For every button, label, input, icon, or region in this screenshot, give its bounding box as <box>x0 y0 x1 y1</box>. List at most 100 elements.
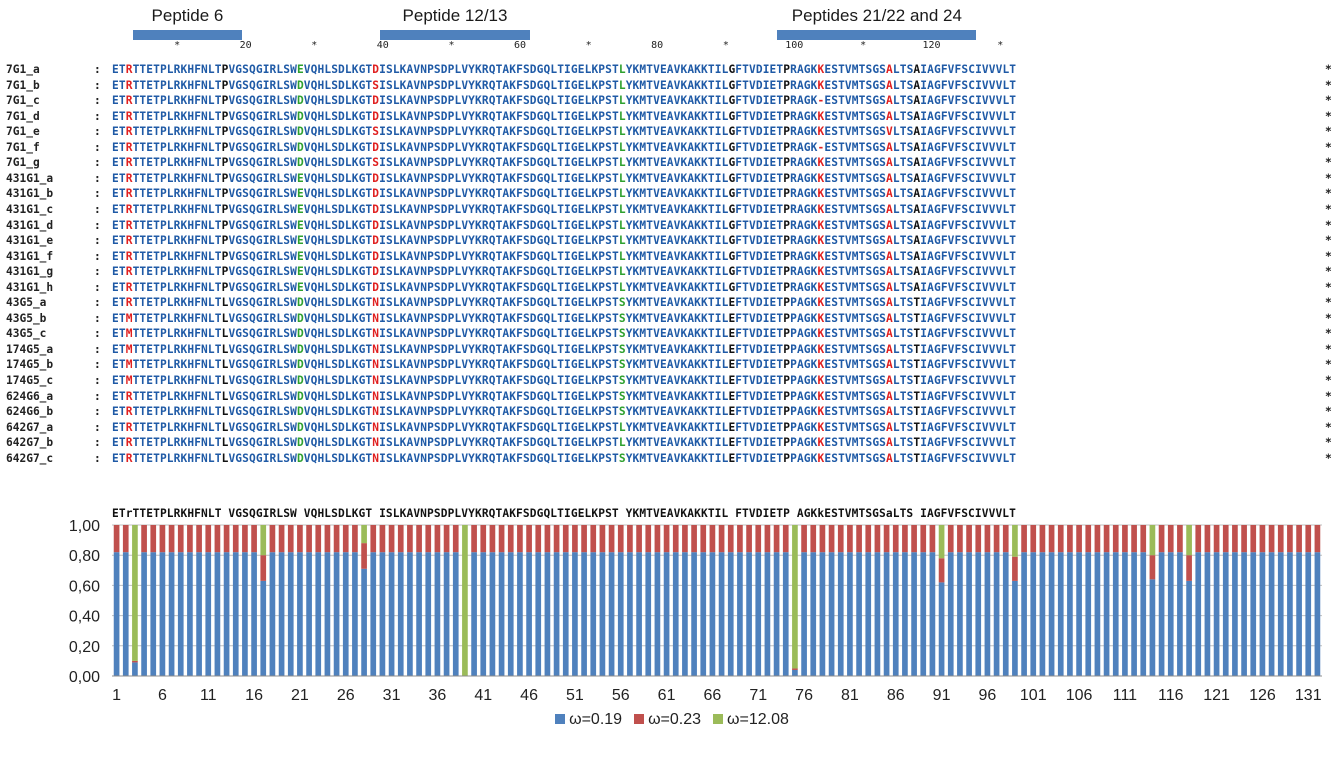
sequence-name: 624G6_b <box>6 405 54 419</box>
sequence-residues: ETRTTETPLRKHFNLTPVGSQGIRLSWEVQHLSDLKGTDI… <box>112 187 1017 201</box>
bar-segment <box>388 525 395 553</box>
bar-segment <box>1186 580 1192 676</box>
x-tick-label: 26 <box>337 687 355 704</box>
alignment-row: 431G1_g: ETRTTETPLRKHFNLTPVGSQGIRLSWEVQHL… <box>0 264 1344 279</box>
bar-segment <box>993 552 1000 676</box>
x-tick-label: 61 <box>658 687 676 704</box>
bar-segment <box>984 525 991 553</box>
bar-segment <box>526 552 532 676</box>
bar-segment <box>269 525 276 553</box>
bar-segment <box>1048 525 1055 553</box>
bar-segment <box>1259 525 1266 553</box>
bar-segment <box>168 552 175 676</box>
bar-segment <box>562 525 569 553</box>
bar-segment <box>150 525 157 553</box>
bar-segment <box>957 552 963 676</box>
bar-segment <box>407 552 413 676</box>
bar-segment <box>452 525 459 553</box>
sequence-residues: ETRTTETPLRKHFNLTLVGSQGIRLSWDVQHLSDLKGTNI… <box>112 436 1017 450</box>
y-tick-label: 0,00 <box>69 669 100 686</box>
alignment-row: 7G1_g: ETRTTETPLRKHFNLTPVGSQGIRLSWDVQHLSD… <box>0 155 1344 170</box>
row-end-mark: * <box>1325 94 1332 108</box>
row-separator: : <box>94 202 101 216</box>
bar-segment <box>828 552 835 676</box>
bar-segment <box>792 525 798 669</box>
ruler-mark: 100 <box>785 40 804 51</box>
row-separator: : <box>94 280 101 294</box>
bar-segment <box>654 525 661 553</box>
bar-segment <box>434 525 441 553</box>
bar-segment <box>1030 552 1037 676</box>
x-tick-label: 41 <box>474 687 492 704</box>
bar-segment <box>929 552 936 676</box>
bar-segment <box>682 552 688 676</box>
bar-segment <box>1103 525 1110 553</box>
bar-segment <box>984 552 991 676</box>
x-tick-label: 76 <box>795 687 813 704</box>
bar-segment <box>892 525 899 553</box>
bar-segment <box>1149 579 1156 676</box>
bar-segment <box>1039 525 1046 553</box>
bar-segment <box>416 525 422 553</box>
x-tick-label: 1 <box>112 687 121 704</box>
sequence-name: 43G5_a <box>6 296 47 310</box>
bar-segment <box>1186 555 1192 581</box>
peptide-bar <box>777 30 977 40</box>
bar-segment <box>260 580 267 676</box>
row-end-mark: * <box>1325 280 1332 294</box>
row-end-mark: * <box>1325 202 1332 216</box>
bar-segment <box>113 525 120 553</box>
bar-segment <box>361 543 367 569</box>
bar-segment <box>1149 525 1156 556</box>
bar-segment <box>911 552 917 676</box>
bar-segment <box>1277 552 1284 676</box>
bar-segment <box>315 525 322 553</box>
bar-segment <box>297 525 303 553</box>
bar-segment <box>333 552 340 676</box>
ruler-mark: * <box>174 40 181 51</box>
bar-segment <box>1057 552 1064 676</box>
bar-segment <box>1094 552 1101 676</box>
peptide-label: Peptides 21/22 and 24 <box>791 6 962 25</box>
bar-segment <box>1021 552 1027 676</box>
alignment-row: 43G5_b: ETMTTETPLRKHFNLTLVGSQGIRLSWDVQHLS… <box>0 311 1344 326</box>
bar-segment <box>672 525 679 553</box>
sequence-name: 174G5_a <box>6 342 54 356</box>
row-separator: : <box>94 420 101 434</box>
bar-segment <box>1195 525 1202 553</box>
alignment-row: 624G6_a: ETRTTETPLRKHFNLTLVGSQGIRLSWDVQHL… <box>0 389 1344 404</box>
ruler-mark: 20 <box>239 40 252 51</box>
sequence-name: 431G1_f <box>6 249 54 263</box>
bar-segment <box>599 552 606 676</box>
bar-segment <box>1067 552 1073 676</box>
bar-segment <box>443 552 450 676</box>
bar-segment <box>938 582 945 676</box>
bar-segment <box>892 552 899 676</box>
sequence-name: 431G1_e <box>6 234 54 248</box>
bar-segment <box>1085 552 1092 676</box>
bar-segment <box>242 525 248 553</box>
bar-segment <box>370 525 377 553</box>
bar-segment <box>517 525 523 553</box>
sequence-residues: ETRTTETPLRKHFNLTPVGSQGIRLSWEVQHLSDLKGTDI… <box>112 171 1017 185</box>
sequence-name: 431G1_a <box>6 171 54 185</box>
bar-segment <box>572 525 578 553</box>
legend-swatch <box>634 714 645 724</box>
alignment-row: 7G1_f: ETRTTETPLRKHFNLTPVGSQGIRLSWDVQHLSD… <box>0 140 1344 155</box>
legend-label: ω=0.23 <box>648 711 702 728</box>
bar-segment <box>581 525 587 553</box>
x-tick-label: 31 <box>383 687 401 704</box>
row-separator: : <box>94 358 101 372</box>
bar-segment <box>1305 525 1312 553</box>
bar-segment <box>1314 552 1321 676</box>
alignment-row: 7G1_b: ETRTTETPLRKHFNLTPVGSQGIRLSWDVQHLSD… <box>0 78 1344 93</box>
bar-segment <box>856 552 862 676</box>
bar-segment <box>1259 552 1266 676</box>
bar-segment <box>1204 552 1211 676</box>
bar-segment <box>938 525 945 559</box>
row-end-mark: * <box>1325 140 1332 154</box>
bar-segment <box>975 525 982 553</box>
alignment-row: 43G5_c: ETMTTETPLRKHFNLTLVGSQGIRLSWDVQHLS… <box>0 326 1344 341</box>
sequence-residues: ETRTTETPLRKHFNLTPVGSQGIRLSWDVQHLSDLKGTDI… <box>112 140 1017 154</box>
alignment-row: 431G1_b: ETRTTETPLRKHFNLTPVGSQGIRLSWEVQHL… <box>0 186 1344 201</box>
